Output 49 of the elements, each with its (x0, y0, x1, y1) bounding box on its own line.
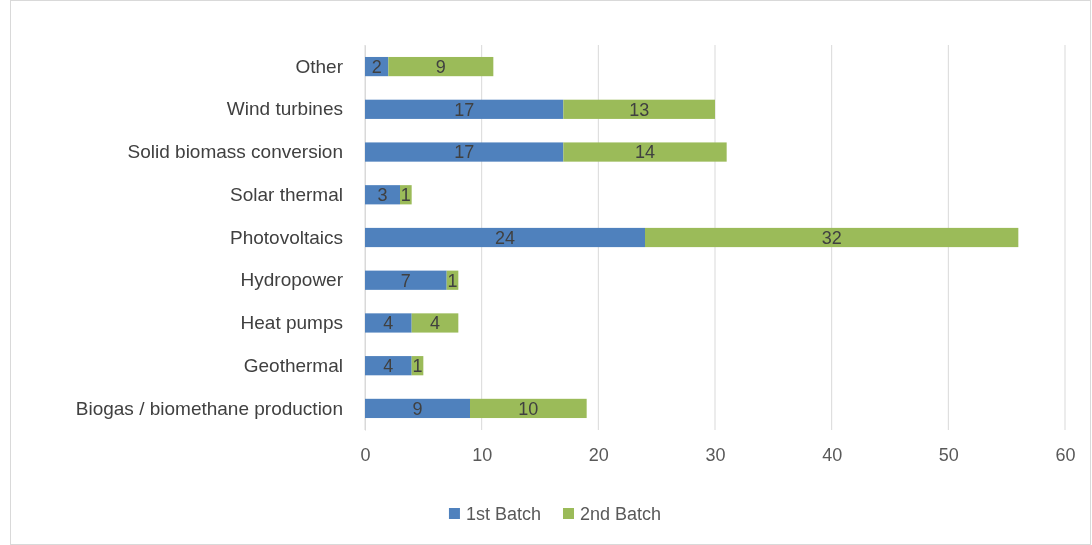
bar (365, 142, 564, 162)
y-tick-label: Wind turbines (226, 98, 343, 120)
bar (365, 356, 412, 376)
data-label: 10 (518, 398, 539, 419)
data-label: 4 (383, 355, 394, 376)
bar (470, 398, 587, 419)
bar (388, 56, 494, 77)
x-tick-label: 0 (360, 444, 371, 465)
data-label: 9 (412, 398, 423, 419)
bar (645, 227, 1019, 248)
y-tick-label: Geothermal (243, 354, 343, 376)
y-tick-label: Hydropower (240, 269, 344, 291)
x-tick-label: 50 (938, 444, 959, 465)
y-tick-label: Photovoltaics (229, 226, 343, 248)
legend-label: 2nd Batch (579, 504, 662, 525)
data-label: 2 (371, 56, 382, 77)
y-tick-label: Other (295, 55, 344, 77)
data-label: 3 (377, 185, 388, 206)
y-tick-label: Biogas / biomethane production (75, 397, 343, 419)
y-tick-label: Solar thermal (230, 183, 343, 205)
data-label: 1 (412, 355, 423, 376)
bar (365, 270, 447, 290)
data-label: 14 (634, 142, 656, 163)
data-label: 4 (429, 313, 441, 334)
bar (365, 99, 564, 119)
data-label: 17 (454, 99, 475, 120)
bar (411, 313, 459, 333)
data-label: 32 (821, 227, 842, 248)
x-tick-label: 10 (472, 444, 493, 465)
data-label: 1 (400, 185, 411, 206)
bar (365, 313, 412, 333)
data-label: 4 (383, 313, 394, 334)
x-tick-label: 20 (588, 444, 609, 465)
bar (365, 398, 470, 419)
y-tick-label: Solid biomass conversion (127, 141, 343, 163)
x-tick-label: 30 (705, 444, 726, 465)
data-label: 13 (629, 99, 650, 120)
y-tick-label: Heat pumps (240, 312, 343, 334)
x-tick-label: 40 (822, 444, 843, 465)
data-label: 7 (400, 270, 411, 291)
legend-label: 1st Batch (465, 504, 541, 525)
x-tick-label: 60 (1055, 444, 1076, 465)
data-label: 24 (494, 227, 516, 248)
data-label: 9 (435, 56, 446, 77)
data-label: 1 (447, 270, 458, 291)
bar (563, 142, 727, 162)
bar (365, 227, 645, 248)
bar (563, 99, 715, 119)
data-label: 17 (454, 142, 475, 163)
